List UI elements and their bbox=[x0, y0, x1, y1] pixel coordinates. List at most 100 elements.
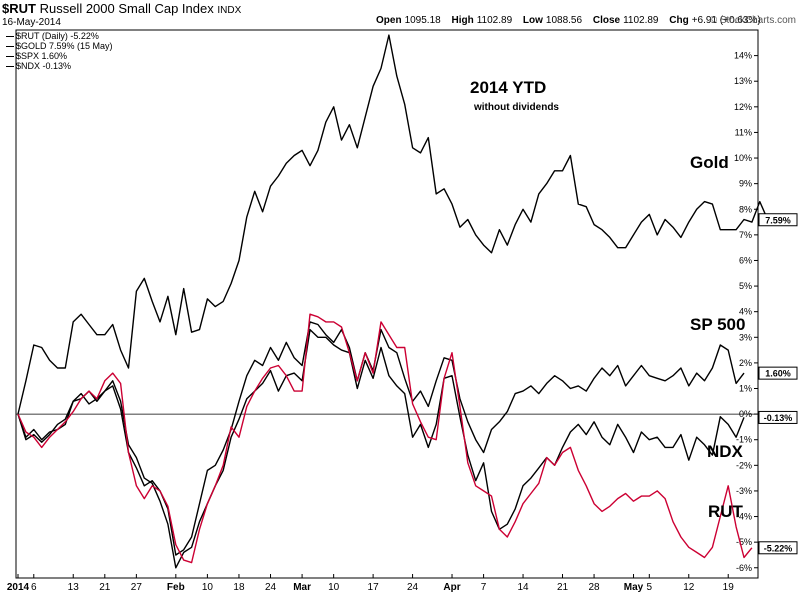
end-label-text: -0.13% bbox=[764, 413, 793, 423]
y-tick-label: -5% bbox=[736, 537, 752, 547]
y-tick-label: 4% bbox=[739, 307, 752, 317]
symbol: $RUT bbox=[2, 1, 36, 16]
stockcharts-brand: © StockCharts.com bbox=[709, 15, 796, 26]
legend-swatch bbox=[6, 46, 14, 48]
ohlc-readout: Open 1095.18 High 1102.89 Low 1088.56 Close… bbox=[376, 15, 769, 26]
chart-symbol-title: $RUT Russell 2000 Small Cap Index INDX bbox=[2, 1, 241, 16]
open-label: Open bbox=[376, 15, 402, 26]
y-tick-label: 3% bbox=[739, 332, 752, 342]
legend: $RUT (Daily) -5.22% $GOLD 7.59% (15 May)… bbox=[6, 31, 113, 71]
x-tick-label: 13 bbox=[68, 582, 80, 593]
y-tick-label: 12% bbox=[734, 102, 752, 112]
x-axis: 2014 6 13 21 27 Feb 10 18 24 Mar 10 17 24 Apr 7 14 21 28 M… bbox=[7, 574, 734, 593]
low-label: Low bbox=[522, 15, 543, 26]
x-tick-label: 24 bbox=[265, 582, 277, 593]
end-label-gold: 7.59% bbox=[758, 213, 798, 227]
series-line-rut bbox=[17, 313, 753, 564]
end-label-ndx: -0.13% bbox=[758, 410, 798, 424]
y-tick-label: 6% bbox=[739, 255, 752, 265]
x-tick-label: 14 bbox=[517, 582, 529, 593]
legend-item-gold: $GOLD 7.59% (15 May) bbox=[6, 41, 113, 51]
x-tick-label: 18 bbox=[233, 582, 245, 593]
y-tick-label: -4% bbox=[736, 512, 752, 522]
close-label: Close bbox=[592, 15, 621, 26]
y-tick-label: 8% bbox=[739, 204, 752, 214]
legend-item-rut: $RUT (Daily) -5.22% bbox=[6, 31, 113, 41]
y-tick-label: 1% bbox=[739, 384, 752, 394]
y-axis: -6%-5%-4%-3%-2%-1%0%1%2%3%4%5%6%7%8%9%10… bbox=[734, 51, 758, 573]
x-tick-label: 7 bbox=[481, 582, 487, 593]
end-value-labels: 7.59% 1.60% -0.13% -5.22% bbox=[758, 213, 798, 555]
annotation-gold: Gold bbox=[690, 153, 729, 172]
y-tick-label: 11% bbox=[735, 127, 752, 137]
end-label-text: 7.59% bbox=[765, 215, 791, 225]
legend-swatch bbox=[6, 36, 14, 38]
legend-label: $NDX -0.13% bbox=[16, 61, 72, 71]
open-value: 1095.18 bbox=[404, 15, 441, 26]
annotation-title: 2014 YTD bbox=[470, 78, 546, 97]
legend-item-spx: $SPX 1.60% bbox=[6, 51, 113, 61]
x-tick-label: 2014 bbox=[7, 582, 30, 593]
plot-frame bbox=[15, 29, 759, 579]
end-label-box bbox=[758, 213, 798, 227]
x-tick-label: 21 bbox=[557, 582, 569, 593]
x-tick-label: 12 bbox=[683, 582, 695, 593]
y-tick-label: 7% bbox=[739, 230, 752, 240]
y-tick-label: 9% bbox=[739, 179, 752, 189]
annotation-rut: RUT bbox=[708, 502, 744, 521]
chg-label: Chg bbox=[669, 15, 689, 26]
legend-swatch bbox=[6, 56, 14, 58]
close-value: 1102.89 bbox=[623, 15, 659, 26]
y-tick-label: 10% bbox=[734, 153, 752, 163]
index-name: Russell 2000 Small Cap Index bbox=[39, 1, 214, 16]
series-line-spx bbox=[17, 321, 745, 556]
legend-label: $GOLD 7.59% (15 May) bbox=[16, 41, 113, 51]
series-line-gold bbox=[17, 34, 769, 415]
x-tick-label: 21 bbox=[99, 582, 111, 593]
x-tick-label: 27 bbox=[131, 582, 143, 593]
annotation-subtitle: without dividends bbox=[473, 102, 559, 113]
legend-item-ndx: $NDX -0.13% bbox=[6, 61, 113, 71]
end-label-box bbox=[758, 541, 798, 555]
end-label-spx: 1.60% bbox=[758, 366, 798, 380]
end-label-box bbox=[758, 410, 798, 424]
high-value: 1102.89 bbox=[476, 15, 513, 26]
x-tick-label: Feb bbox=[167, 582, 185, 593]
annotation-sp500: SP 500 bbox=[690, 315, 745, 334]
y-tick-label: -6% bbox=[736, 563, 752, 573]
end-label-box bbox=[758, 366, 798, 380]
end-label-text: 1.60% bbox=[765, 369, 791, 379]
y-tick-label: -1% bbox=[736, 435, 752, 445]
legend-label: $RUT (Daily) -5.22% bbox=[16, 31, 99, 41]
end-label-rut: -5.22% bbox=[758, 541, 798, 555]
high-label: High bbox=[451, 15, 474, 26]
x-tick-label: 28 bbox=[589, 582, 601, 593]
chg-value: +6.91 (+0.63%) bbox=[691, 15, 761, 26]
chart-date: 16-May-2014 bbox=[2, 17, 61, 28]
series-layer bbox=[17, 34, 769, 569]
x-tick-label: 19 bbox=[723, 582, 735, 593]
y-tick-label: 5% bbox=[739, 281, 752, 291]
x-tick-label: 24 bbox=[407, 582, 419, 593]
x-tick-label: May bbox=[624, 582, 644, 593]
exchange: INDX bbox=[217, 5, 242, 16]
y-tick-label: 13% bbox=[734, 76, 752, 86]
x-tick-label: Mar bbox=[293, 582, 311, 593]
x-tick-label: 5 bbox=[647, 582, 653, 593]
end-label-text: -5.22% bbox=[764, 543, 793, 553]
x-tick-label: 10 bbox=[328, 582, 340, 593]
x-tick-label: Apr bbox=[443, 582, 460, 593]
legend-label: $SPX 1.60% bbox=[16, 51, 68, 61]
low-value: 1088.56 bbox=[545, 15, 583, 26]
y-tick-label: -3% bbox=[736, 486, 752, 496]
annotation-ndx: NDX bbox=[707, 442, 744, 461]
legend-swatch bbox=[6, 66, 14, 68]
y-tick-label: 14% bbox=[734, 51, 752, 61]
y-tick-label: 2% bbox=[739, 358, 752, 368]
y-tick-label: -2% bbox=[736, 460, 752, 470]
series-line-ndx bbox=[17, 328, 745, 569]
x-tick-label: 10 bbox=[202, 582, 214, 593]
x-tick-label: 17 bbox=[368, 582, 380, 593]
x-tick-label: 6 bbox=[31, 582, 37, 593]
